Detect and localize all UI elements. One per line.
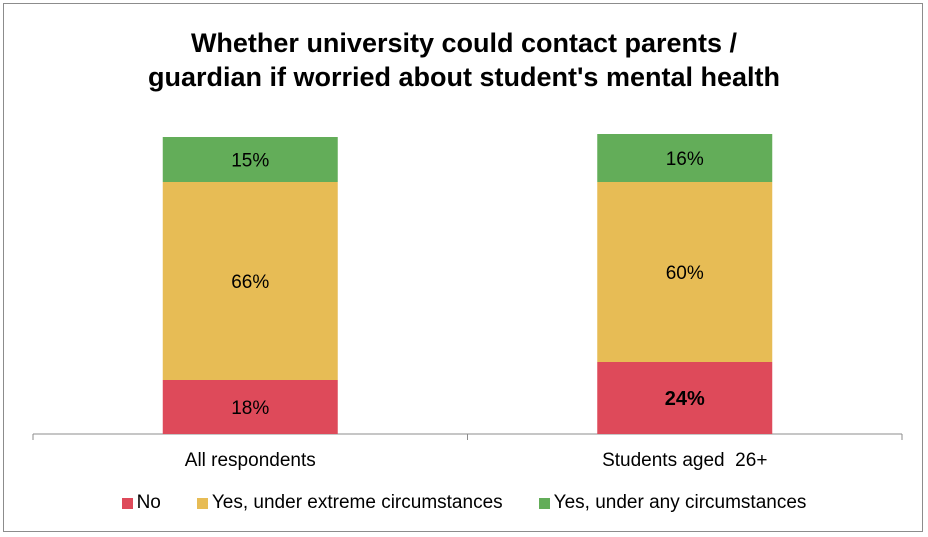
data-label: 16% [666,149,704,170]
legend-item: Yes, under extreme circumstances [196,492,503,514]
data-label: 66% [231,272,269,293]
bar-segment-2-cat-1 [162,182,338,380]
legend-swatch [121,497,133,509]
bar-segment-3-cat-2 [597,134,773,182]
legend-swatch [538,497,550,509]
chart-title: Whether university could contact parents… [0,26,928,94]
data-label: 15% [231,151,269,172]
x-tick-label: Students aged 26+ [602,450,767,471]
legend-item: No [121,492,161,514]
legend-label: Yes, under extreme circumstances [211,492,503,513]
legend-swatch [196,497,208,509]
chart-legend: No Yes, under extreme circumstances Yes, u… [0,491,928,515]
bar-segment-1-cat-2 [597,362,773,434]
bar-segment-3-cat-1 [162,137,338,182]
legend-item: Yes, under any circumstances [538,492,807,514]
chart-title-line-1: Whether university could contact parents… [190,28,738,58]
chart-title-line-2: guardian if worried about student's ment… [148,62,780,92]
x-tick-label: All respondents [185,450,316,471]
data-label: 24% [665,388,705,410]
legend-label: No [136,492,161,513]
legend-label: Yes, under any circumstances [553,492,807,513]
bar-segment-2-cat-2 [597,182,773,362]
data-label: 60% [666,263,704,284]
data-label: 18% [231,398,269,419]
bar-segment-1-cat-1 [162,380,338,434]
